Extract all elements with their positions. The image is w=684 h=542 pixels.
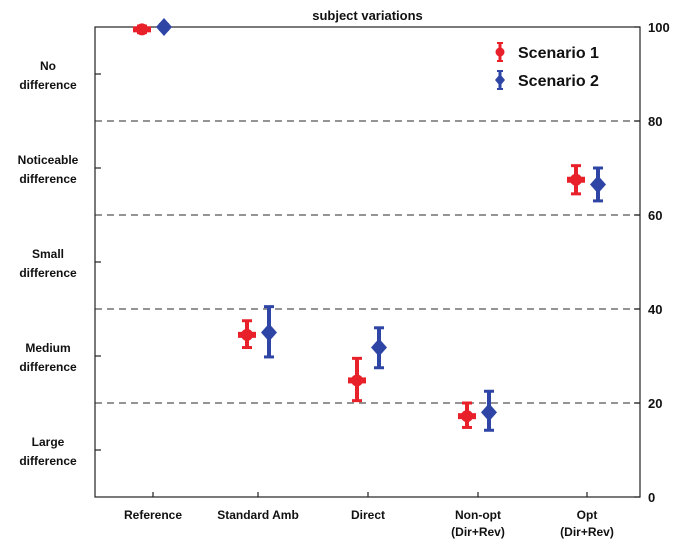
x-tick-label: Reference [124,508,182,522]
data-point [156,18,172,36]
data-point [241,329,253,341]
data-point [136,23,148,35]
x-tick-label-line: Standard Amb [217,508,299,522]
left-label-line: Large [32,435,65,449]
x-tick-label-line: Opt [577,508,598,522]
data-point [481,403,497,421]
left-label: Medium difference [19,341,77,374]
left-label-line: difference [19,172,77,186]
left-label-line: difference [19,266,77,280]
left-label-line: difference [19,454,77,468]
data-point [351,374,363,386]
legend-marker [495,74,505,86]
left-label: Large difference [19,435,77,468]
x-tick-label: Standard Amb [217,508,299,522]
left-label-line: No [40,59,56,73]
right-tick-label: 80 [648,114,662,129]
legend-marker [496,48,505,57]
right-tick-label: 20 [648,396,662,411]
data-point [371,339,387,357]
data-point [461,410,473,422]
left-label-line: Medium [25,341,70,355]
x-tick-label: Non-opt (Dir+Rev) [451,508,505,539]
x-tick-label: Direct [351,508,385,522]
right-tick-label: 60 [648,208,662,223]
right-tick-label: 40 [648,302,662,317]
x-tick-label: Opt (Dir+Rev) [560,508,614,539]
left-label-line: difference [19,78,77,92]
left-label-line: difference [19,360,77,374]
plot-frame [95,27,640,497]
x-tick-label-line: Reference [124,508,182,522]
x-tick-label-line: (Dir+Rev) [451,525,505,539]
x-tick-label-line: Direct [351,508,385,522]
x-tick-label-line: (Dir+Rev) [560,525,614,539]
legend-label: Scenario 2 [518,73,599,90]
data-point [570,174,582,186]
data-point [590,175,606,193]
right-tick-label: 0 [648,490,655,505]
right-tick-label: 100 [648,20,670,35]
left-label-line: Small [32,247,64,261]
left-label: Noticeable difference [18,153,79,186]
left-label: No difference [19,59,77,92]
left-label-line: Noticeable [18,153,79,167]
legend: Scenario 1 Scenario 2 [495,43,599,90]
legend-label: Scenario 1 [518,45,599,62]
x-tick-label-line: Non-opt [455,508,501,522]
chart-title: subject variations [312,8,423,23]
grid-lines [95,121,640,403]
data-point [261,324,277,342]
left-label: Small difference [19,247,77,280]
